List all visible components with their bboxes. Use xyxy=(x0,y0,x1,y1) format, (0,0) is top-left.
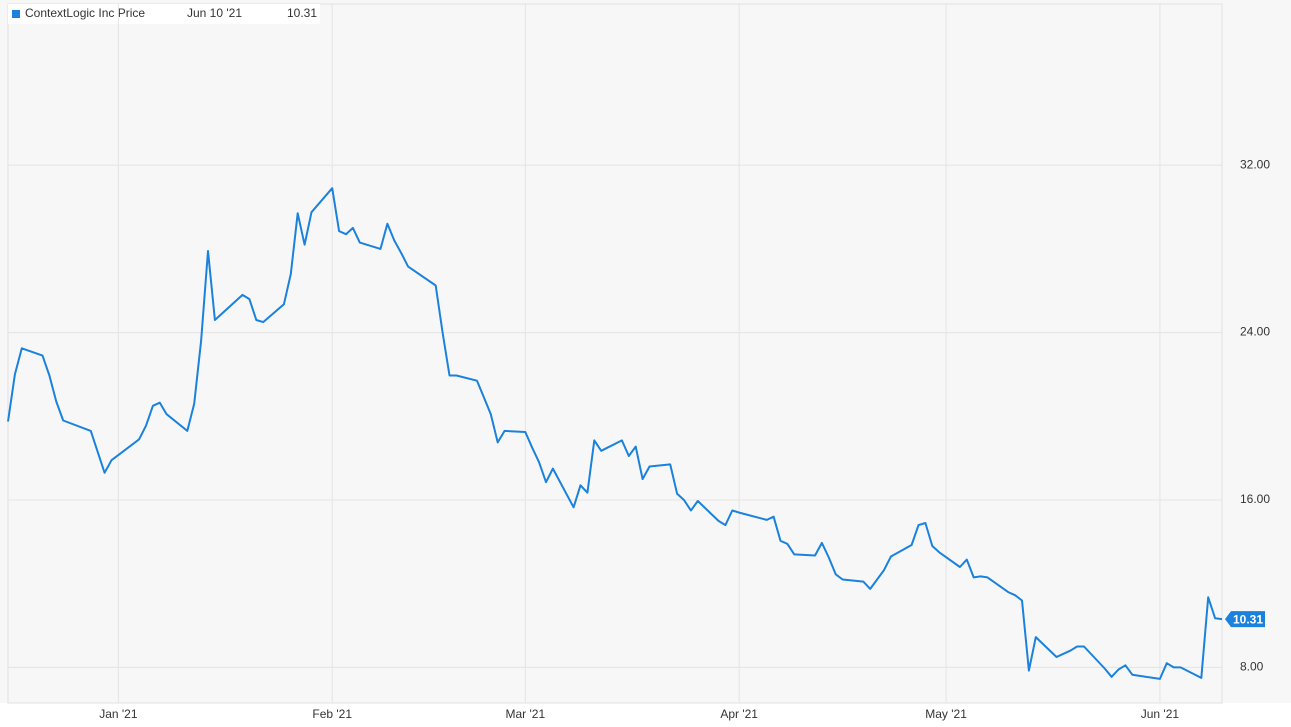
legend-value: 10.31 xyxy=(287,6,317,20)
y-tick-label: 32.00 xyxy=(1240,157,1270,171)
y-tick-label: 16.00 xyxy=(1240,492,1270,506)
x-tick-label: Mar '21 xyxy=(506,707,546,721)
plot-background xyxy=(0,0,1291,703)
plot-frame xyxy=(7,3,1223,704)
last-price-label: 10.31 xyxy=(1233,612,1263,626)
legend-name: ContextLogic Inc Price xyxy=(25,6,145,20)
legend-date: Jun 10 '21 xyxy=(187,6,242,20)
x-tick-label: Apr '21 xyxy=(720,707,758,721)
last-price-flag xyxy=(1225,611,1265,628)
y-tick-label: 8.00 xyxy=(1240,660,1264,674)
y-tick-label: 24.00 xyxy=(1240,325,1270,339)
legend-swatch xyxy=(12,10,20,18)
x-tick-label: May '21 xyxy=(925,707,967,721)
x-tick-label: Jan '21 xyxy=(99,707,138,721)
x-tick-label: Jun '21 xyxy=(1141,707,1180,721)
x-tick-label: Feb '21 xyxy=(312,707,352,721)
price-line xyxy=(7,187,1223,680)
legend-box xyxy=(8,4,320,24)
